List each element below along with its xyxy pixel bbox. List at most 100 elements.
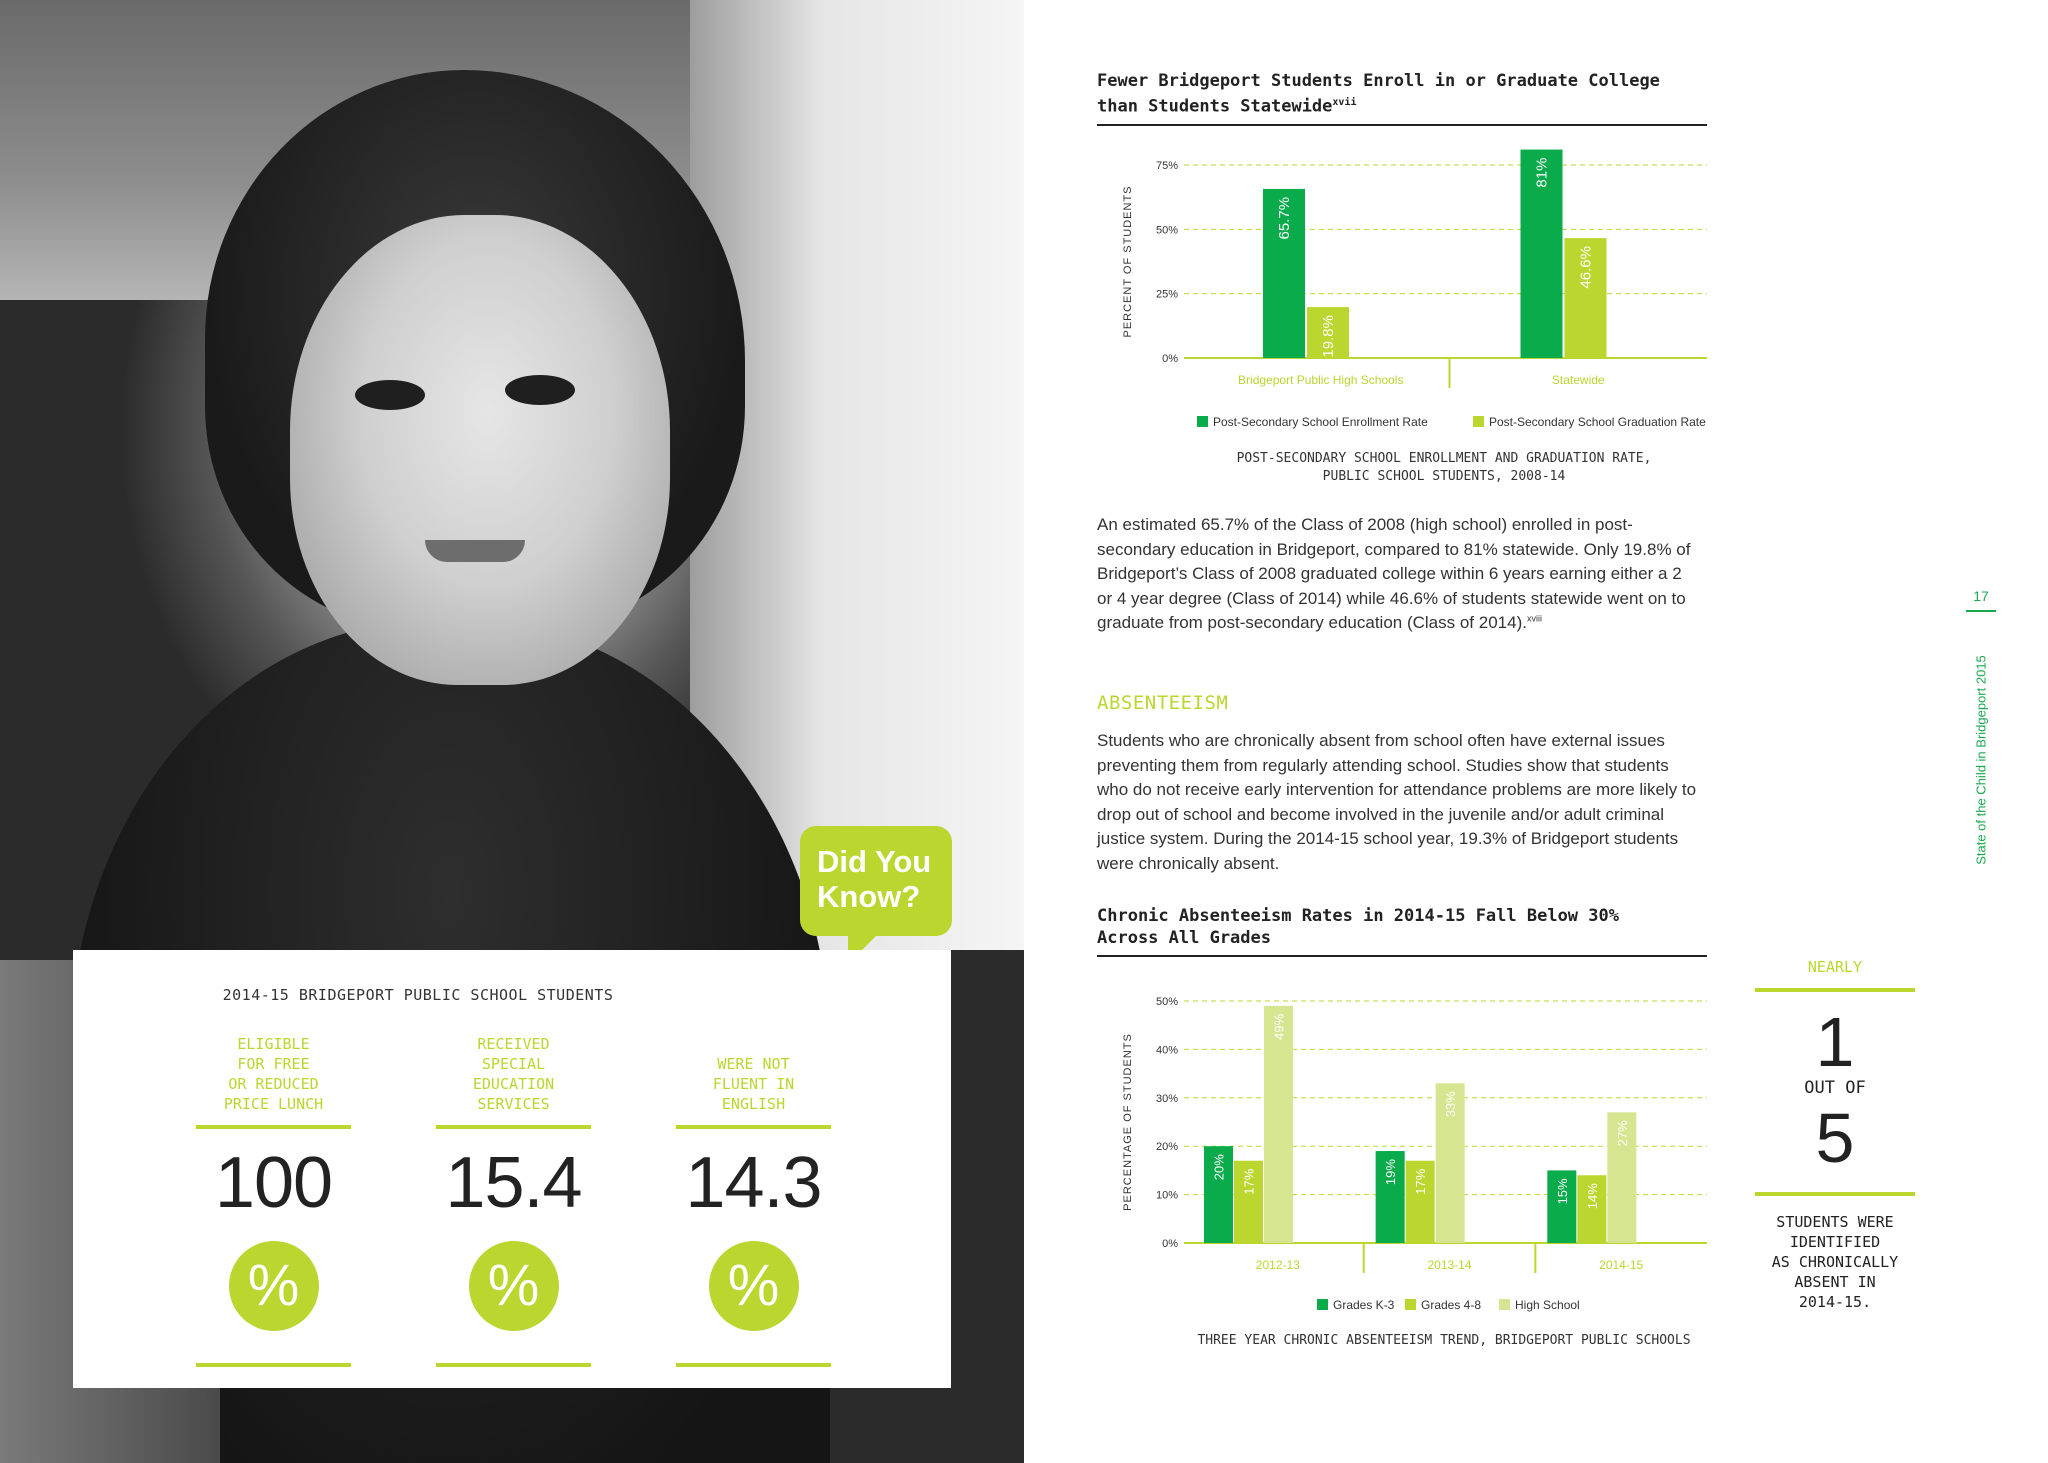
legend-swatch: [1405, 1299, 1416, 1310]
divider: [196, 1125, 351, 1129]
percent-icon: %: [228, 1241, 319, 1331]
callout-out-of: OUT OF: [1804, 1078, 1866, 1098]
stat-label: WERE NOT FLUENT IN ENGLISH: [712, 1055, 795, 1113]
bar-data-label: 17%: [1413, 1168, 1428, 1194]
chart1-title-text: Fewer Bridgeport Students Enroll in or G…: [1097, 71, 1660, 117]
divider: [436, 1363, 591, 1367]
stat-special-education: RECEIVED SPECIAL EDUCATION SERVICES 15.4…: [436, 1030, 591, 1367]
stat-value: 15.4: [445, 1143, 582, 1223]
legend-swatch: [1473, 416, 1484, 427]
bar-data-label: 19.8%: [1320, 315, 1337, 358]
y-tick-label: 75%: [1156, 160, 1178, 172]
bar: [1520, 149, 1563, 358]
bar: [1607, 1112, 1637, 1243]
did-you-know-text: Did You Know?: [817, 844, 932, 914]
legend-label: Grades K-3: [1333, 1298, 1395, 1312]
stats-card-title: 2014-15 BRIDGEPORT PUBLIC SCHOOL STUDENT…: [222, 986, 614, 1004]
y-axis-label: PERCENTAGE OF STUDENTS: [1122, 1033, 1134, 1211]
divider: [196, 1363, 351, 1367]
y-tick-label: 0%: [1162, 353, 1178, 365]
y-tick-label: 50%: [1156, 224, 1178, 236]
x-category-label: Bridgeport Public High Schools: [1238, 373, 1403, 387]
callout-number-one: 1: [1815, 1003, 1855, 1081]
running-title: State of the Child in Bridgeport 2015: [1973, 655, 1989, 865]
legend-label: Grades 4-8: [1421, 1298, 1481, 1312]
bar: [1577, 1175, 1607, 1243]
y-axis-label: PERCENT OF STUDENTS: [1122, 185, 1134, 337]
bar: [1263, 188, 1305, 358]
y-tick-label: 20%: [1156, 1141, 1178, 1153]
legend-swatch: [1197, 416, 1208, 427]
bar-data-label: 14%: [1585, 1183, 1600, 1209]
x-category-label: 2012-13: [1256, 1258, 1300, 1272]
stat-value: 100: [214, 1143, 333, 1223]
paragraph-absenteeism: Students who are chronically absent from…: [1097, 731, 1697, 873]
chart2-title: Chronic Absenteeism Rates in 2014-15 Fal…: [1097, 905, 1707, 957]
divider: [676, 1363, 831, 1367]
bar: [1234, 1160, 1263, 1243]
bar-data-label: 65.7%: [1276, 197, 1293, 240]
y-tick-label: 10%: [1156, 1190, 1178, 1202]
x-category-label: 2014-15: [1599, 1258, 1643, 1272]
legend-label: Post-Secondary School Enrollment Rate: [1213, 415, 1428, 429]
y-tick-label: 30%: [1156, 1093, 1178, 1105]
photo-eye-left: [355, 380, 425, 410]
bar-data-label: 33%: [1443, 1091, 1458, 1117]
stat-label: RECEIVED SPECIAL EDUCATION SERVICES: [472, 1035, 555, 1113]
y-tick-label: 25%: [1156, 289, 1178, 301]
chart1-svg: PERCENT OF STUDENTS 0% 25% 50% 75% 65.7% 19.8%…: [1122, 149, 1707, 429]
stat-label: ELIGIBLE FOR FREE OR REDUCED PRICE LUNCH: [223, 1035, 324, 1113]
bar: [1375, 1151, 1405, 1243]
bar-data-label: 20%: [1212, 1154, 1227, 1180]
chart1-title-sup: xvii: [1332, 97, 1357, 108]
stat-free-lunch: ELIGIBLE FOR FREE OR REDUCED PRICE LUNCH…: [196, 1030, 351, 1367]
page-number: 17: [1966, 588, 1996, 612]
bar: [1547, 1170, 1577, 1243]
divider: [1755, 1192, 1915, 1196]
x-category-label: Statewide: [1552, 373, 1605, 387]
photo-eye-right: [505, 375, 575, 405]
callout-nearly: NEARLY: [1807, 958, 1863, 976]
divider: [1755, 988, 1915, 992]
callout-number-five: 5: [1815, 1099, 1855, 1177]
bar-data-label: 15%: [1555, 1178, 1570, 1204]
absent-callout: NEARLY 1 OUT OF 5 STUDENTS WERE IDENTIFI…: [1755, 958, 1915, 1312]
legend-swatch: [1499, 1299, 1510, 1310]
right-page: Fewer Bridgeport Students Enroll in or G…: [1024, 0, 2048, 1463]
stat-not-fluent-english: WERE NOT FLUENT IN ENGLISH 14.3 %: [676, 1030, 831, 1367]
bar-data-label: 81%: [1534, 158, 1551, 188]
bar: [1564, 238, 1607, 358]
stats-card: 2014-15 BRIDGEPORT PUBLIC SCHOOL STUDENT…: [73, 950, 951, 1388]
bar: [1307, 307, 1349, 358]
stat-value: 14.3: [685, 1143, 822, 1223]
paragraph-college-sup: xviii: [1526, 613, 1542, 624]
chart1-title: Fewer Bridgeport Students Enroll in or G…: [1097, 70, 1707, 126]
y-tick-label: 0%: [1162, 1238, 1178, 1250]
chart2-caption: THREE YEAR CHRONIC ABSENTEEISM TREND, BR…: [1197, 1333, 1691, 1348]
percent-icon: %: [708, 1241, 799, 1331]
paragraph-college: An estimated 65.7% of the Class of 2008 …: [1097, 513, 1697, 636]
bar-data-label: 19%: [1383, 1159, 1398, 1185]
bar-data-label: 46.6%: [1578, 246, 1595, 289]
bar-data-label: 17%: [1242, 1168, 1257, 1194]
legend-label: High School: [1515, 1298, 1580, 1312]
chart1-caption: POST-SECONDARY SCHOOL ENROLLMENT AND GRA…: [1236, 451, 1652, 484]
absenteeism-heading: ABSENTEEISM: [1097, 692, 1229, 714]
bar: [1204, 1146, 1233, 1243]
percent-icon: %: [468, 1241, 559, 1331]
bar: [1435, 1083, 1465, 1243]
photo-smile: [425, 540, 525, 562]
y-tick-label: 50%: [1156, 996, 1178, 1008]
child-photo: [0, 0, 1024, 1463]
bar-data-label: 49%: [1272, 1013, 1287, 1039]
paragraph-college-text: An estimated 65.7% of the Class of 2008 …: [1097, 515, 1691, 632]
y-tick-label: 40%: [1156, 1044, 1178, 1056]
legend-swatch: [1317, 1299, 1328, 1310]
bar-data-label: 27%: [1615, 1120, 1630, 1146]
photo-child-face: [290, 215, 670, 685]
bar: [1264, 1005, 1293, 1243]
bar: [1405, 1160, 1435, 1243]
divider: [436, 1125, 591, 1129]
chart2-svg: PERCENTAGE OF STUDENTS 0% 10% 20% 30% 40% 50% 2…: [1122, 996, 1707, 1312]
callout-text: STUDENTS WERE IDENTIFIED AS CHRONICALLY …: [1771, 1213, 1899, 1311]
